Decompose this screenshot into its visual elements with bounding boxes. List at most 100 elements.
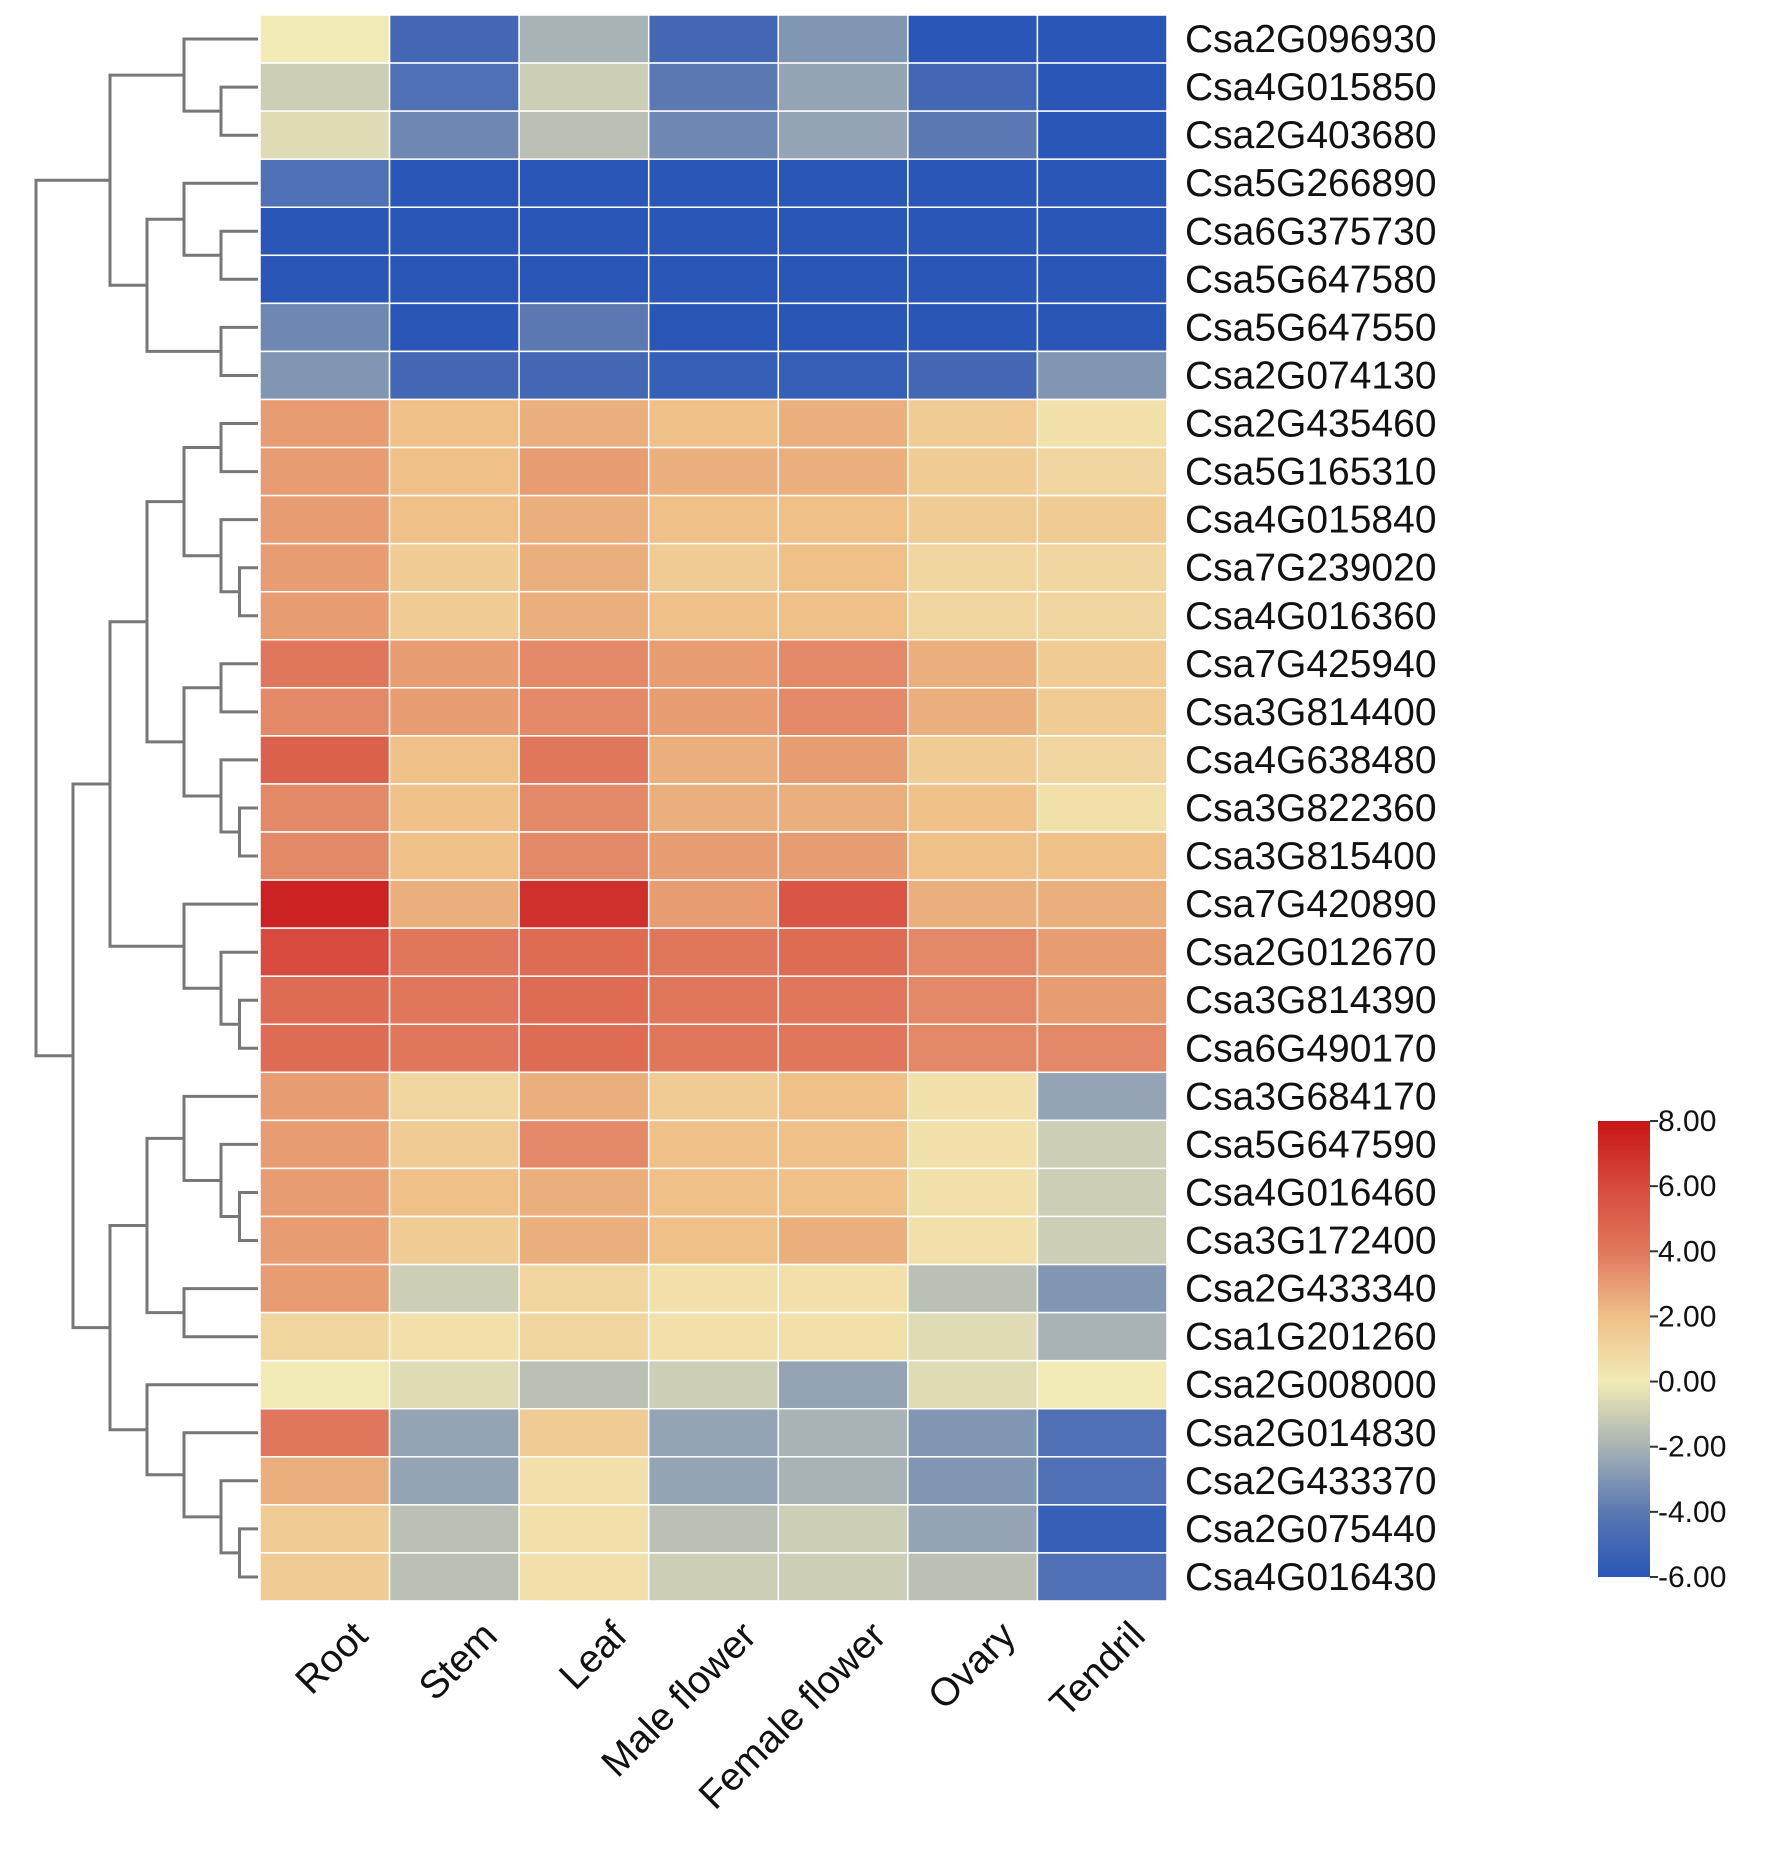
- row-labels: Csa2G096930 Csa4G015850 Csa2G403680 Csa5G26…: [1185, 18, 1437, 1599]
- heatmap-cell: [907, 1023, 1039, 1074]
- heatmap-cell: [259, 1071, 391, 1122]
- heatmap-cell: [388, 927, 520, 977]
- colorbar-tick-label: -6.00: [1658, 1561, 1726, 1594]
- column-label: Tendril: [1042, 1614, 1154, 1726]
- heatmap-cell: [647, 927, 780, 977]
- dendrogram-branch: [219, 422, 258, 474]
- heatmap-cell: [388, 1552, 520, 1602]
- heatmap-cell: [907, 1119, 1039, 1170]
- heatmap-cell: [777, 783, 909, 833]
- heatmap-cell: [777, 494, 909, 545]
- row-dendrogram: [34, 37, 258, 1579]
- heatmap-cell: [259, 14, 391, 64]
- heatmap-cell: [777, 1071, 909, 1122]
- heatmap-cell: [647, 542, 780, 593]
- heatmap-cell: [777, 62, 909, 112]
- heatmap-cell: [647, 1504, 780, 1554]
- heatmap-cell: [1036, 1456, 1168, 1506]
- row-label: Csa2G014830: [1185, 1412, 1437, 1455]
- heatmap-cell: [518, 1167, 650, 1218]
- dendrogram-branch: [219, 85, 258, 137]
- heatmap-cell: [647, 783, 780, 833]
- heatmap-cell: [1036, 1119, 1168, 1170]
- heatmap-cell: [518, 1311, 650, 1362]
- heatmap-cell: [388, 1215, 520, 1266]
- dendrogram-branch: [238, 1527, 258, 1579]
- heatmap-cell: [259, 62, 391, 112]
- heatmap-cell: [518, 1071, 650, 1122]
- row-label: Csa4G016360: [1185, 595, 1437, 638]
- heatmap-cell: [647, 590, 780, 641]
- heatmap-cell: [518, 975, 650, 1026]
- heatmap-cell: [518, 158, 650, 208]
- heatmap-cell: [518, 590, 650, 641]
- heatmap-cell: [1036, 302, 1168, 353]
- heatmap-cell: [388, 158, 520, 208]
- heatmap-cell: [647, 158, 780, 208]
- heatmap-cell: [259, 302, 391, 353]
- heatmap-cell: [388, 1023, 520, 1074]
- heatmap-cell: [647, 639, 780, 689]
- heatmap-cell: [907, 446, 1039, 497]
- heatmap-cell: [259, 1552, 391, 1602]
- row-label: Csa2G012670: [1185, 931, 1437, 974]
- heatmap-cell: [907, 1456, 1039, 1506]
- colorbar-tick-label: 8.00: [1658, 1105, 1716, 1138]
- heatmap-cell: [907, 62, 1039, 112]
- heatmap-cell: [1036, 1071, 1168, 1122]
- dendrogram-branch: [108, 1224, 147, 1432]
- heatmap-cell: [777, 542, 909, 593]
- heatmap-cell: [1036, 831, 1168, 881]
- heatmap-cell: [1036, 350, 1168, 401]
- heatmap-cell: [518, 687, 650, 737]
- heatmap-cell: [907, 542, 1039, 593]
- heatmap-cell: [518, 639, 650, 689]
- colorbar-tick-label: 0.00: [1658, 1366, 1716, 1399]
- heatmap-cell: [388, 1407, 520, 1458]
- heatmap-cell: [907, 1215, 1039, 1266]
- heatmap-cell: [259, 542, 391, 593]
- heatmap-cell: [259, 110, 391, 160]
- heatmap-cell: [907, 1552, 1039, 1602]
- heatmap-cell: [777, 1311, 909, 1362]
- heatmap-cell: [777, 687, 909, 737]
- heatmap-cell: [1036, 687, 1168, 737]
- row-label: Csa4G015840: [1185, 499, 1437, 542]
- heatmap-cell: [518, 110, 650, 160]
- heatmap-cell: [518, 254, 650, 305]
- heatmap-cell: [1036, 1167, 1168, 1218]
- heatmap-cell: [907, 110, 1039, 160]
- row-label: Csa3G814400: [1185, 691, 1437, 734]
- row-label: Csa5G647550: [1185, 306, 1437, 349]
- heatmap-cell: [907, 975, 1039, 1026]
- heatmap-cell: [259, 831, 391, 881]
- heatmap-cell: [907, 831, 1039, 881]
- heatmap-cell: [777, 350, 909, 401]
- heatmap-cell: [777, 879, 909, 929]
- heatmap-cell: [259, 1119, 391, 1170]
- heatmap-cell: [518, 1504, 650, 1554]
- heatmap-cell: [647, 350, 780, 401]
- heatmap-cell: [518, 783, 650, 833]
- heatmap-cell: [1036, 110, 1168, 160]
- dendrogram-branch: [238, 998, 258, 1050]
- row-label: Csa2G435460: [1185, 403, 1437, 446]
- column-label: Stem: [411, 1614, 506, 1709]
- heatmap-cell: [518, 927, 650, 977]
- heatmap-cell: [1036, 1311, 1168, 1362]
- heatmap-cell: [388, 1359, 520, 1410]
- heatmap-cell: [907, 783, 1039, 833]
- row-label: Csa3G822360: [1185, 787, 1437, 830]
- heatmap-cell: [518, 1456, 650, 1506]
- heatmap-cell: [518, 14, 650, 64]
- heatmap-cell: [777, 1263, 909, 1314]
- dendrogram-branch: [182, 1287, 258, 1339]
- heatmap-cell: [907, 1311, 1039, 1362]
- heatmap-cell: [1036, 158, 1168, 208]
- heatmap-cell: [388, 735, 520, 785]
- heatmap-cell: [907, 735, 1039, 785]
- heatmap-cell: [777, 1456, 909, 1506]
- row-label: Csa5G165310: [1185, 451, 1437, 494]
- heatmap-cell: [259, 1311, 391, 1362]
- row-label: Csa3G684170: [1185, 1075, 1437, 1118]
